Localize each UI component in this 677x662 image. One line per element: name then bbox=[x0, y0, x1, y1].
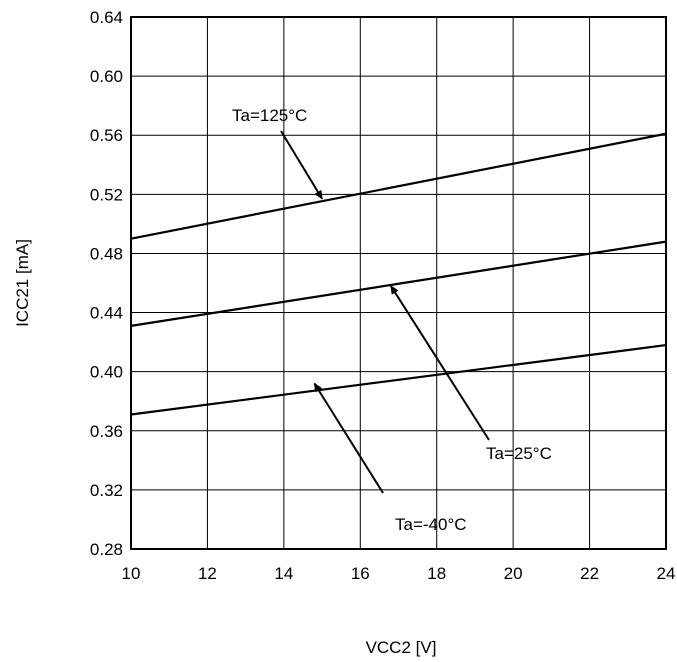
y-tick-label: 0.40 bbox=[90, 363, 123, 382]
annotation-label: Ta=25°C bbox=[486, 444, 552, 463]
y-tick-label: 0.56 bbox=[90, 126, 123, 145]
annotation-label: Ta=125°C bbox=[232, 106, 307, 125]
y-tick-label: 0.32 bbox=[90, 481, 123, 500]
x-tick-label: 24 bbox=[657, 564, 676, 583]
series-line bbox=[130, 132, 667, 240]
series-line bbox=[130, 240, 667, 327]
y-tick-label: 0.28 bbox=[90, 540, 123, 559]
series-line bbox=[130, 343, 667, 416]
y-tick-label: 0.44 bbox=[90, 304, 123, 323]
x-tick-label: 10 bbox=[122, 564, 141, 583]
annotation-label: Ta=-40°C bbox=[395, 515, 467, 534]
x-tick-label: 20 bbox=[504, 564, 523, 583]
x-tick-label: 14 bbox=[274, 564, 293, 583]
x-tick-labels: 10 12 14 16 18 20 22 24 bbox=[122, 564, 676, 583]
annotation-arrow bbox=[390, 285, 490, 441]
annotation-arrow bbox=[313, 382, 384, 494]
annotations: Ta=125°C Ta=25°C Ta=-40°C bbox=[232, 106, 552, 534]
series-lines bbox=[130, 132, 667, 416]
annotation-arrow bbox=[280, 130, 323, 200]
y-tick-label: 0.36 bbox=[90, 422, 123, 441]
y-tick-label: 0.64 bbox=[90, 8, 123, 27]
plot-frame bbox=[130, 16, 667, 550]
x-tick-label: 16 bbox=[351, 564, 370, 583]
y-tick-label: 0.60 bbox=[90, 67, 123, 86]
x-tick-label: 22 bbox=[580, 564, 599, 583]
x-tick-label: 18 bbox=[427, 564, 446, 583]
y-axis-title: ICC21 [mA] bbox=[13, 239, 32, 327]
y-tick-label: 0.52 bbox=[90, 185, 123, 204]
x-axis-title: VCC2 [V] bbox=[366, 638, 437, 657]
y-tick-label: 0.48 bbox=[90, 244, 123, 263]
x-tick-label: 12 bbox=[198, 564, 217, 583]
y-tick-labels: 0.28 0.32 0.36 0.40 0.44 0.48 0.52 0.56 0.60 0.64 bbox=[90, 8, 123, 559]
